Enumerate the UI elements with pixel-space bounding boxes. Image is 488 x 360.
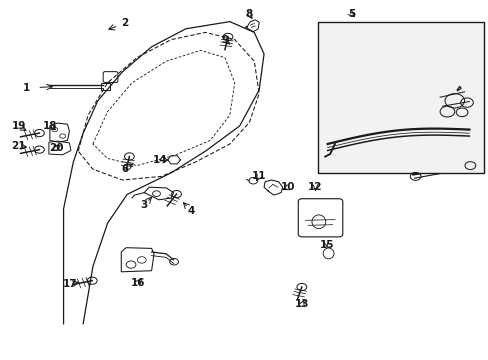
- Text: 16: 16: [131, 278, 145, 288]
- Text: 15: 15: [319, 240, 333, 250]
- Text: 8: 8: [245, 9, 252, 19]
- Text: 3: 3: [141, 200, 147, 210]
- Text: 17: 17: [62, 279, 77, 289]
- Text: 2: 2: [121, 18, 128, 28]
- Text: 10: 10: [281, 182, 295, 192]
- Text: 19: 19: [11, 121, 26, 131]
- Text: 18: 18: [42, 121, 57, 131]
- Text: 21: 21: [11, 141, 26, 151]
- Text: 7: 7: [421, 161, 428, 171]
- Text: 9: 9: [221, 35, 228, 45]
- Text: 13: 13: [294, 299, 309, 309]
- Text: 6: 6: [121, 164, 128, 174]
- Text: 20: 20: [49, 143, 63, 153]
- Text: 14: 14: [153, 155, 167, 165]
- Text: 12: 12: [307, 182, 322, 192]
- Text: 1: 1: [23, 83, 30, 93]
- Text: 5: 5: [348, 9, 355, 19]
- Text: 4: 4: [186, 206, 194, 216]
- Text: 11: 11: [251, 171, 266, 181]
- Bar: [317, 22, 483, 173]
